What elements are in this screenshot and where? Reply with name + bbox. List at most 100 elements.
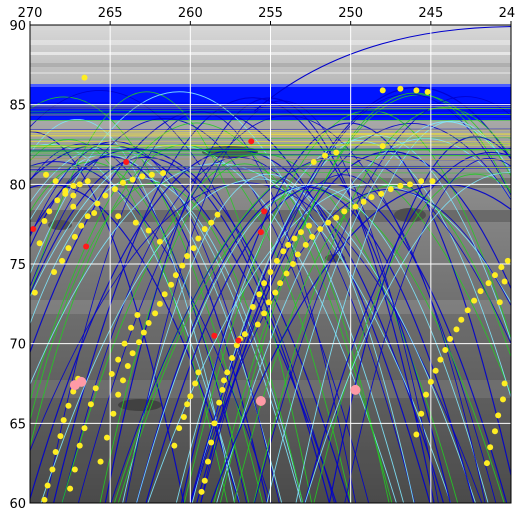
yellow-point <box>341 208 347 214</box>
yellow-point <box>285 242 291 248</box>
yellow-point <box>211 420 217 426</box>
yellow-point <box>78 223 84 229</box>
yellow-point <box>295 251 301 257</box>
yellow-point <box>115 213 121 219</box>
yellow-point <box>149 172 155 178</box>
yellow-point <box>122 341 128 347</box>
yellow-point <box>70 192 76 198</box>
x-tick-label: 255 <box>258 6 283 21</box>
yellow-point <box>136 339 142 345</box>
red-point <box>30 226 36 232</box>
yellow-point <box>146 320 152 326</box>
yellow-point <box>268 269 274 275</box>
yellow-point <box>195 236 201 242</box>
yellow-point <box>199 489 205 495</box>
yellow-point <box>82 75 88 81</box>
yellow-point <box>498 264 504 270</box>
yellow-point <box>255 322 261 328</box>
yellow-point <box>195 369 201 375</box>
yellow-point <box>205 459 211 465</box>
yellow-point <box>184 253 190 259</box>
yellow-point <box>134 312 140 318</box>
yellow-point <box>115 357 121 363</box>
yellow-point <box>130 177 136 183</box>
yellow-point <box>272 290 278 296</box>
yellow-point <box>221 377 227 383</box>
yellow-point <box>397 86 403 92</box>
y-tick-label: 80 <box>9 178 26 193</box>
yellow-point <box>219 387 225 393</box>
yellow-point <box>98 459 104 465</box>
yellow-point <box>492 428 498 434</box>
yellow-point <box>120 377 126 383</box>
yellow-point <box>309 234 315 240</box>
yellow-point <box>85 213 91 219</box>
yellow-point <box>32 290 38 296</box>
x-tick-label: 265 <box>98 6 123 21</box>
yellow-point <box>72 467 78 473</box>
yellow-point <box>62 191 68 197</box>
yellow-point <box>37 240 43 246</box>
yellow-point <box>139 173 145 179</box>
yellow-point <box>250 304 256 310</box>
yellow-point <box>192 381 198 387</box>
yellow-point <box>77 443 83 449</box>
yellow-point <box>85 178 91 184</box>
yellow-point <box>72 234 78 240</box>
yellow-point <box>428 379 434 385</box>
yellow-point <box>502 279 508 285</box>
y-tick-label: 65 <box>9 417 26 432</box>
red-point <box>235 337 241 343</box>
yellow-point <box>497 299 503 305</box>
yellow-point <box>82 425 88 431</box>
yellow-point <box>224 369 230 375</box>
red-point <box>211 333 217 339</box>
yellow-point <box>91 210 97 216</box>
yellow-point <box>284 271 290 277</box>
yellow-point <box>54 197 60 203</box>
yellow-point <box>261 310 267 316</box>
yellow-point <box>141 330 147 336</box>
yellow-point <box>465 307 471 313</box>
yellow-point <box>261 280 267 286</box>
pink-point <box>76 377 86 387</box>
yellow-point <box>266 299 272 305</box>
yellow-point <box>388 186 394 192</box>
yellow-point <box>171 443 177 449</box>
yellow-point <box>242 331 248 337</box>
yellow-point <box>125 363 131 369</box>
yellow-point <box>423 392 429 398</box>
yellow-point <box>495 412 501 418</box>
yellow-point <box>447 336 453 342</box>
yellow-point <box>41 497 47 503</box>
yellow-point <box>486 280 492 286</box>
yellow-point <box>413 431 419 437</box>
yellow-point <box>505 258 511 264</box>
yellow-point <box>133 220 139 226</box>
yellow-point <box>418 178 424 184</box>
yellow-point <box>429 178 435 184</box>
yellow-point <box>397 183 403 189</box>
yellow-point <box>130 350 136 356</box>
yellow-point <box>115 392 121 398</box>
yellow-point <box>407 181 413 187</box>
yellow-point <box>360 199 366 205</box>
yellow-point <box>102 192 108 198</box>
yellow-point <box>184 401 190 407</box>
yellow-point <box>333 215 339 221</box>
yellow-point <box>215 212 221 218</box>
yellow-point <box>109 371 115 377</box>
yellow-point <box>484 460 490 466</box>
yellow-point <box>157 239 163 245</box>
yellow-point <box>45 482 51 488</box>
yellow-point <box>500 396 506 402</box>
yellow-point <box>191 245 197 251</box>
yellow-point <box>120 180 126 186</box>
yellow-point <box>46 208 52 214</box>
yellow-point <box>43 172 49 178</box>
yellow-point <box>322 153 328 159</box>
yellow-point <box>298 229 304 235</box>
x-tick-label: 245 <box>418 6 443 21</box>
